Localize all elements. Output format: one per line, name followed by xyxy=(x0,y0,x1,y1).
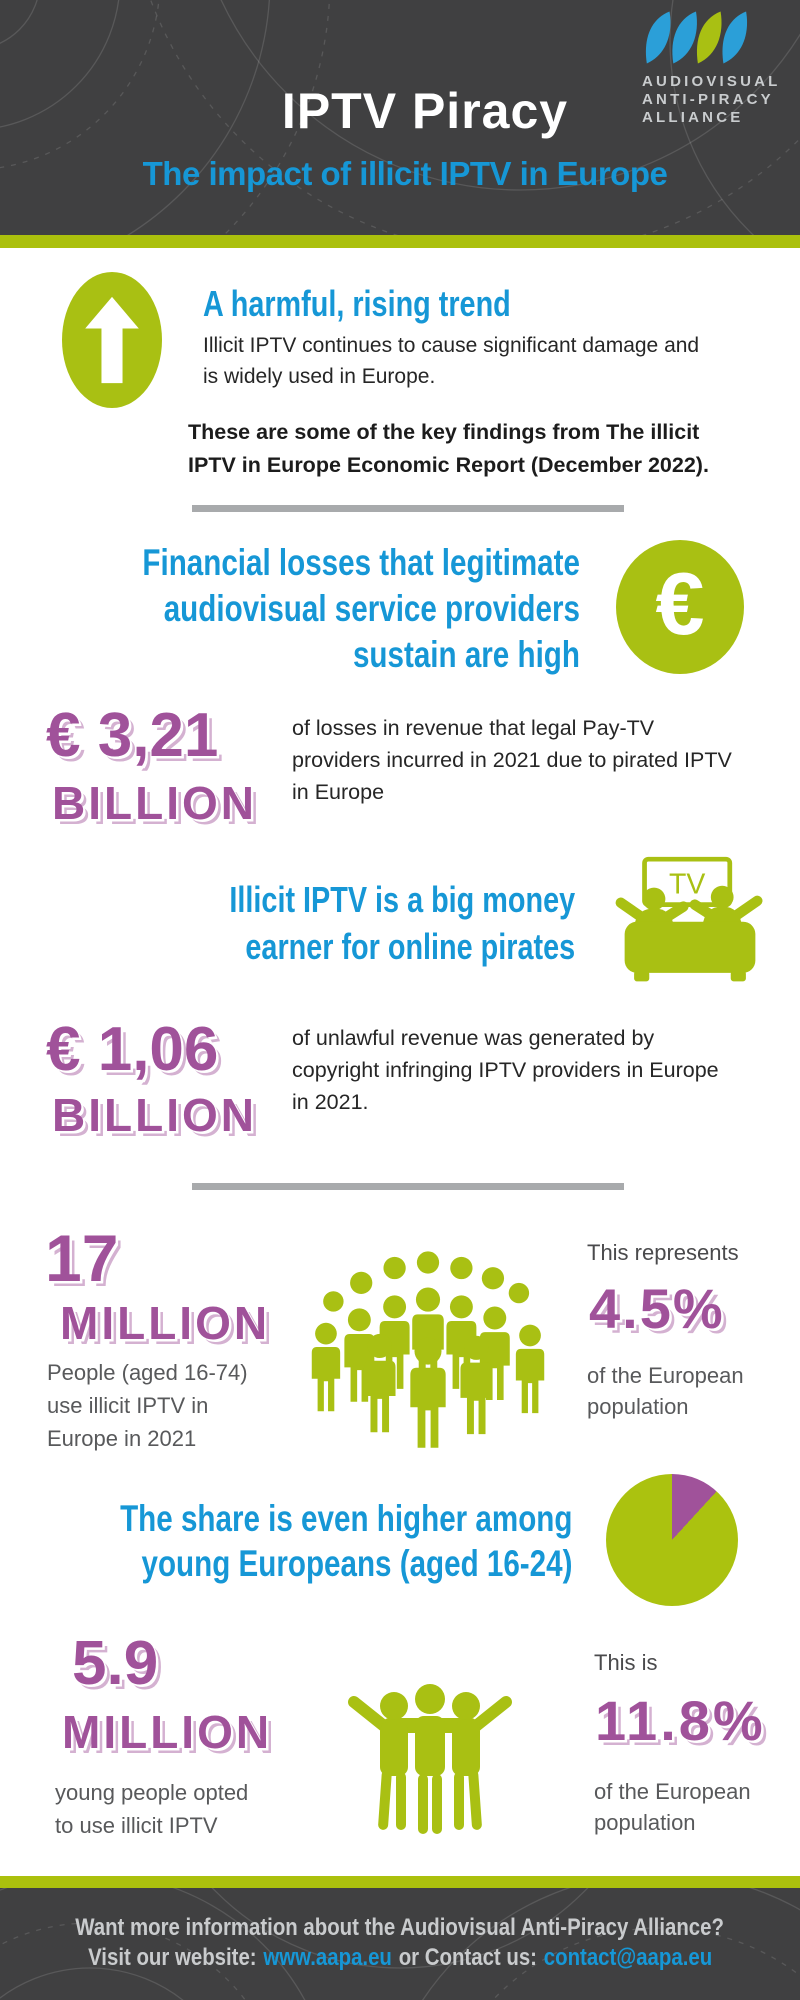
losses-heading: Financial losses that legitimate audiovi… xyxy=(142,540,580,678)
intro-heading: A harmful, rising trend xyxy=(203,283,511,324)
users-caption: People (aged 16-74) use illicit IPTV in … xyxy=(47,1356,248,1455)
revenue-description-line: copyright infringing IPTV providers in E… xyxy=(292,1058,719,1082)
footer-contact-line: Visit our website: www.aapa.eu or Contact … xyxy=(0,1944,800,1972)
intro-body-line: is widely used in Europe. xyxy=(203,365,436,388)
footer-question-text: Want more information about the Audiovis… xyxy=(75,1914,725,1941)
tv-label: TV xyxy=(669,868,705,900)
users-caption-line: People (aged 16-74) xyxy=(47,1360,248,1385)
logo-text-line: ALLIANCE xyxy=(642,109,744,126)
logo-text-line: AUDIOVISUAL xyxy=(642,73,781,90)
footer-question: Want more information about the Audiovis… xyxy=(0,1914,800,1942)
aapa-logo: AUDIOVISUAL ANTI-PIRACY ALLIANCE xyxy=(642,10,794,127)
aapa-logo-leaves-icon xyxy=(645,11,748,64)
youth-percent-caption: of the European population xyxy=(594,1776,751,1838)
losses-heading-line: Financial losses that legitimate xyxy=(142,542,580,583)
pie-chart xyxy=(606,1474,738,1606)
revenue-heading-line: Illicit IPTV is a big money xyxy=(229,879,575,920)
green-stripe-bottom xyxy=(0,1876,800,1888)
crowd-icon xyxy=(288,1230,568,1453)
section-divider xyxy=(192,505,624,512)
intro-body-line: Illicit IPTV continues to cause signific… xyxy=(203,334,700,357)
losses-description: of losses in revenue that legal Pay-TV p… xyxy=(292,712,732,808)
friends-icon xyxy=(330,1682,530,1839)
page-subtitle: The impact of illicit IPTV in Europe xyxy=(142,155,668,192)
youth-heading: The share is even higher among young Eur… xyxy=(120,1496,572,1586)
youth-percent-caption-line: of the European xyxy=(594,1779,751,1804)
intro-body: Illicit IPTV continues to cause signific… xyxy=(203,330,699,392)
footer-visit-label: Visit our website: xyxy=(87,1944,257,1971)
revenue-description-line: in 2021. xyxy=(292,1090,369,1114)
page-title: IPTV Piracy xyxy=(281,83,569,139)
users-percent-caption-line: of the European xyxy=(587,1363,744,1388)
losses-description-line: providers incurred in 2021 due to pirate… xyxy=(292,748,732,772)
arrow-up-icon xyxy=(85,296,139,384)
key-findings-line: These are some of the key findings from … xyxy=(188,420,700,444)
youth-percent: 11.8% xyxy=(595,1689,766,1752)
couch-tv-icon: TV xyxy=(600,848,780,1008)
youth-caption-line: to use illicit IPTV xyxy=(55,1813,218,1838)
losses-stat-value: € 3,21 xyxy=(46,701,219,770)
decorative-arcs xyxy=(0,1888,800,2000)
green-stripe-top xyxy=(0,235,800,248)
youth-lead-in: This is xyxy=(594,1650,658,1675)
footer-band xyxy=(0,1888,800,2000)
losses-description-line: of losses in revenue that legal Pay-TV xyxy=(292,716,655,740)
revenue-description-line: of unlawful revenue was generated by xyxy=(292,1026,655,1050)
revenue-heading-line: earner for online pirates xyxy=(245,926,576,967)
youth-stat-value: 5.9 xyxy=(72,1629,159,1698)
revenue-description: of unlawful revenue was generated by cop… xyxy=(292,1022,719,1118)
users-caption-line: use illicit IPTV in xyxy=(47,1393,209,1418)
users-stat-value: 17 xyxy=(45,1221,119,1295)
youth-stat-unit: MILLION xyxy=(62,1706,273,1758)
users-caption-line: Europe in 2021 xyxy=(47,1426,197,1451)
footer-contact-label: or Contact us: xyxy=(398,1944,537,1971)
losses-heading-line: audiovisual service providers xyxy=(163,588,580,629)
youth-heading-line: The share is even higher among xyxy=(119,1498,572,1539)
header-band: IPTV Piracy The impact of illicit IPTV i… xyxy=(0,0,800,236)
youth-caption-line: young people opted xyxy=(55,1780,249,1805)
youth-heading-line: young Europeans (aged 16-24) xyxy=(141,1543,572,1584)
revenue-stat-value: € 1,06 xyxy=(46,1015,219,1084)
logo-text-line: ANTI-PIRACY xyxy=(642,91,774,108)
email-link[interactable]: contact@aapa.eu xyxy=(543,1944,713,1971)
losses-stat-unit: BILLION xyxy=(52,777,257,829)
youth-caption: young people opted to use illicit IPTV xyxy=(55,1776,248,1842)
users-lead-in: This represents xyxy=(587,1240,739,1265)
trend-badge xyxy=(62,272,162,408)
users-percent-caption: of the European population xyxy=(587,1360,744,1422)
key-findings-line: IPTV in Europe Economic Report (December… xyxy=(188,453,709,477)
revenue-stat-unit: BILLION xyxy=(52,1089,257,1141)
decorative-arcs xyxy=(0,0,800,236)
losses-description-line: in Europe xyxy=(292,780,385,804)
website-link[interactable]: www.aapa.eu xyxy=(263,1944,392,1971)
euro-badge: € xyxy=(616,540,744,674)
users-percent-caption-line: population xyxy=(587,1394,689,1419)
euro-icon: € xyxy=(655,554,705,653)
revenue-heading: Illicit IPTV is a big money earner for o… xyxy=(229,876,575,970)
users-percent: 4.5% xyxy=(589,1277,725,1340)
losses-heading-line: sustain are high xyxy=(353,634,580,675)
youth-percent-caption-line: population xyxy=(594,1810,696,1835)
key-findings: These are some of the key findings from … xyxy=(188,416,709,482)
users-stat-unit: MILLION xyxy=(60,1297,271,1349)
section-divider xyxy=(192,1183,624,1190)
